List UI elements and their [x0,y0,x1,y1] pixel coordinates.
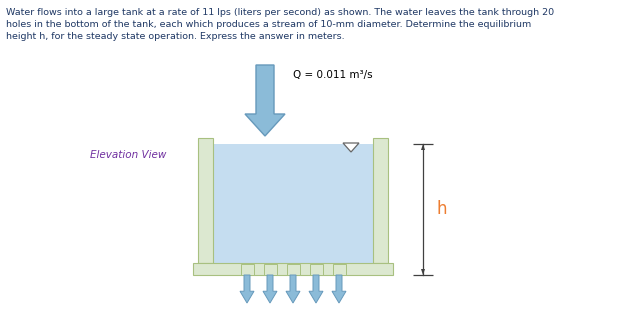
Polygon shape [309,275,323,303]
Text: holes in the bottom of the tank, each which produces a stream of 10-mm diameter.: holes in the bottom of the tank, each wh… [6,20,531,29]
Bar [287,264,299,275]
Bar [193,263,393,275]
Bar [310,264,322,275]
Polygon shape [421,269,425,275]
Polygon shape [343,143,359,152]
Polygon shape [332,275,346,303]
Polygon shape [421,144,425,150]
Polygon shape [286,275,300,303]
Text: h: h [437,201,447,218]
Bar [333,264,345,275]
Text: Elevation View: Elevation View [90,150,166,160]
Polygon shape [245,65,285,136]
Polygon shape [240,275,254,303]
Bar [240,264,253,275]
Text: Water flows into a large tank at a rate of 11 lps (liters per second) as shown. : Water flows into a large tank at a rate … [6,8,554,17]
Bar [263,264,276,275]
Bar [198,138,213,263]
Text: height h, for the steady state operation. Express the answer in meters.: height h, for the steady state operation… [6,32,345,41]
Bar [213,144,373,263]
Text: Q = 0.011 m³/s: Q = 0.011 m³/s [293,70,372,80]
Polygon shape [263,275,277,303]
Bar [373,138,388,263]
